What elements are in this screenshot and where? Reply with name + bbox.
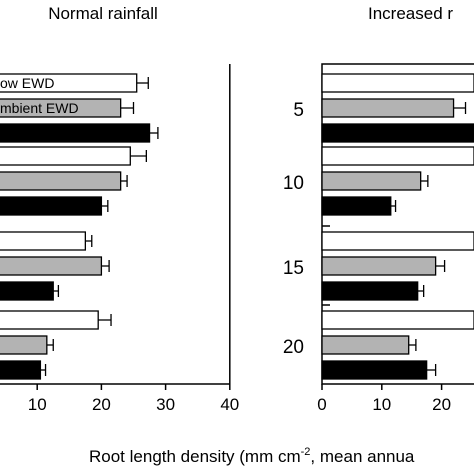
x-tick-label: 10 (372, 395, 391, 414)
chart-panel-normal-rainfall: 10 20 30 40 ow EWD mbient EWD igh EWD (0, 64, 239, 414)
x-axis-label-superscript: -2 (301, 446, 311, 458)
bar (0, 335, 48, 355)
bar (321, 256, 437, 276)
bar (0, 360, 42, 380)
x-axis-label-main: Root length density (mm cm (89, 447, 301, 466)
depth-category-label: 20 (283, 337, 304, 358)
x-tick-label: 40 (220, 395, 239, 414)
bar (321, 73, 474, 93)
legend-label: ow EWD (0, 75, 54, 91)
x-tick-label: 0 (317, 395, 326, 414)
chart-panel-increased-rainfall: 0 10 20 5 10 15 20 (283, 63, 474, 414)
depth-category-label: 5 (293, 100, 304, 121)
bar (0, 196, 103, 216)
legend-label: igh EWD (0, 125, 55, 141)
bar (0, 171, 122, 191)
x-axis-label: Root length density (mm cm-2, mean annua (89, 446, 415, 466)
bar (0, 256, 103, 276)
depth-category-label: 15 (283, 258, 304, 279)
bar (321, 196, 392, 216)
legend-label: mbient EWD (0, 100, 79, 116)
bar (321, 335, 410, 355)
bar (321, 310, 474, 330)
bar (321, 281, 419, 301)
bar (321, 123, 474, 143)
bar (321, 360, 428, 380)
bar (321, 146, 474, 166)
bar (321, 171, 422, 191)
x-tick-label: 20 (92, 395, 111, 414)
panel-title-normal-rainfall: Normal rainfall (48, 4, 158, 23)
bar (321, 231, 474, 251)
bar (0, 281, 54, 301)
x-axis-label-tail: , mean annua (310, 447, 415, 466)
bar (0, 310, 99, 330)
x-tick-label: 20 (432, 395, 451, 414)
bar (0, 231, 86, 251)
x-tick-label: 30 (156, 395, 175, 414)
plot-frame (321, 63, 474, 385)
panel-title-increased-rainfall: Increased r (368, 4, 453, 23)
depth-category-label: 10 (283, 173, 304, 194)
x-tick-label: 10 (28, 395, 47, 414)
bar (321, 98, 455, 118)
bar (0, 146, 131, 166)
